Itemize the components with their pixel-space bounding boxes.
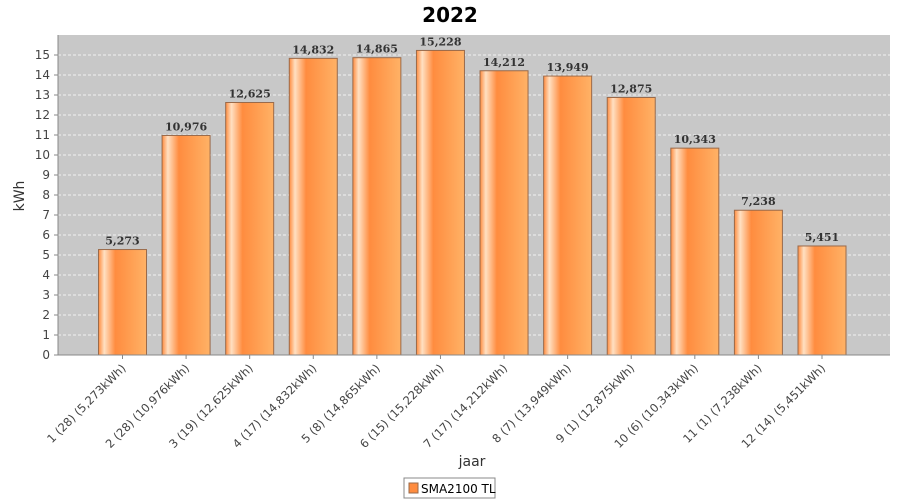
legend-swatch — [408, 482, 419, 494]
y-tick-label: 8 — [42, 188, 50, 202]
y-tick-label: 14 — [35, 68, 50, 82]
bar — [479, 70, 529, 356]
bar — [352, 57, 402, 356]
bar — [288, 57, 338, 356]
bars — [98, 49, 847, 356]
data-label: 14,865 — [356, 43, 398, 56]
data-label: 15,228 — [419, 35, 461, 48]
y-tick-label: 11 — [35, 128, 50, 142]
bar — [733, 209, 783, 356]
data-label: 13,949 — [547, 61, 589, 74]
data-label: 14,212 — [483, 56, 525, 69]
bar — [98, 249, 147, 356]
bar — [797, 245, 847, 356]
y-tick-label: 12 — [35, 108, 50, 122]
chart-title: 2022 — [422, 3, 478, 27]
data-label: 7,238 — [741, 195, 776, 208]
x-axis-ticks: 1 (28) (5,273kWh)2 (28) (10,976kWh)3 (19… — [44, 355, 828, 451]
y-tick-label: 6 — [42, 228, 50, 242]
y-tick-label: 0 — [42, 348, 50, 362]
y-tick-label: 13 — [35, 88, 50, 102]
gridlines — [58, 54, 890, 336]
y-tick-label: 15 — [35, 48, 50, 62]
data-label: 5,451 — [805, 231, 839, 244]
y-axis-label: kWh — [12, 181, 28, 212]
bar — [415, 49, 465, 356]
x-axis-label: jaar — [458, 454, 486, 470]
y-tick-label: 5 — [42, 248, 50, 262]
y-tick-label: 9 — [42, 168, 50, 182]
y-tick-label: 3 — [42, 288, 50, 302]
bar — [225, 102, 275, 356]
legend-entry-label: SMA2100 TL — [421, 482, 496, 496]
legend: SMA2100 TL — [403, 477, 496, 499]
y-tick-label: 10 — [35, 148, 50, 162]
y-tick-label: 1 — [42, 328, 50, 342]
y-tick-label: 7 — [42, 208, 50, 222]
data-label: 10,976 — [165, 120, 207, 133]
bar — [670, 147, 720, 356]
data-label: 12,625 — [229, 88, 271, 101]
data-label: 14,832 — [292, 43, 334, 56]
legend-box — [403, 477, 496, 499]
y-tick-label: 4 — [42, 268, 50, 282]
data-label: 5,273 — [105, 235, 139, 248]
y-tick-label: 2 — [42, 308, 50, 322]
data-label: 12,875 — [610, 83, 652, 96]
bar — [161, 134, 211, 356]
bar — [543, 75, 593, 356]
data-labels: 5,273 10,976 12,625 14,832 14,865 15,228 14,21… — [105, 35, 839, 247]
data-label: 10,343 — [674, 133, 716, 146]
bar — [606, 97, 656, 356]
